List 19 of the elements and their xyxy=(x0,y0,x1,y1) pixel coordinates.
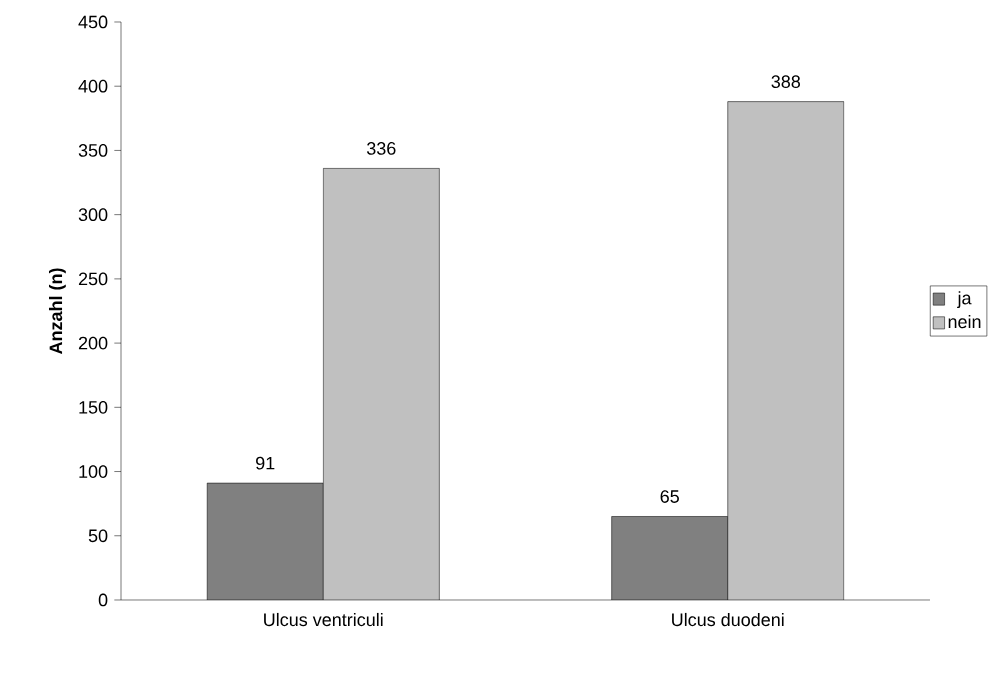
data-label: 91 xyxy=(256,456,275,470)
y-tick-label: 250 xyxy=(78,272,108,286)
y-tick-label: 50 xyxy=(88,529,108,543)
legend-label: nein xyxy=(948,314,981,329)
data-label: 65 xyxy=(660,490,679,503)
y-tick-label: 300 xyxy=(78,208,108,222)
y-tick-label: 450 xyxy=(78,15,108,29)
legend-label: ja xyxy=(957,291,972,309)
y-tick-label: 200 xyxy=(78,336,108,350)
y-tick-label: 0 xyxy=(98,593,108,607)
data-label: 388 xyxy=(771,75,801,89)
x-tick-label: Ulcus duodeni xyxy=(672,612,784,627)
y-tick-label: 150 xyxy=(79,400,108,414)
y-axis-title: Anzahl (n) xyxy=(48,268,66,355)
y-tick-label: 100 xyxy=(79,465,108,478)
y-tick-label: 350 xyxy=(78,144,108,157)
y-tick-label: 400 xyxy=(78,79,108,93)
x-tick-label: Ulcus ventriculi xyxy=(264,612,383,627)
data-label: 336 xyxy=(366,142,396,155)
